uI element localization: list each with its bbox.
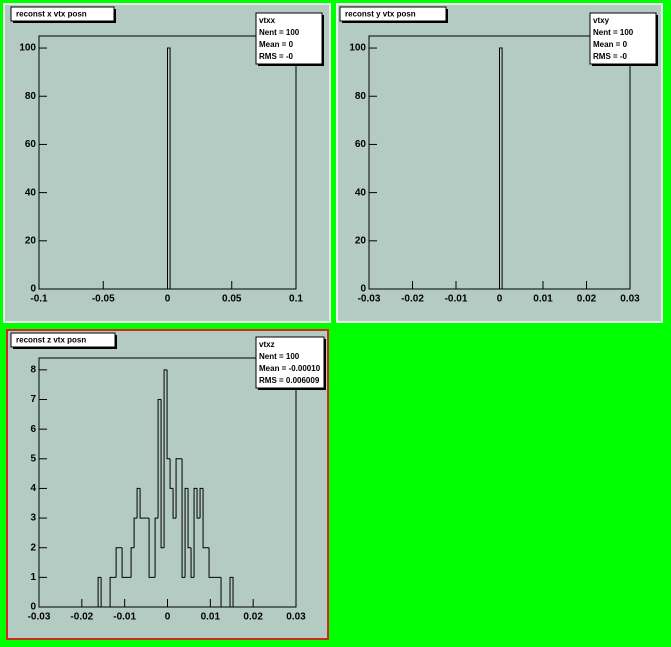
y-tick-label: 5	[30, 453, 36, 464]
y-tick-label: 80	[355, 91, 367, 102]
histogram-bin	[167, 47, 171, 289]
histogram-bin	[499, 47, 503, 289]
y-tick-label: 100	[349, 43, 366, 54]
histogram-bin	[157, 399, 162, 519]
y-tick-label: 1	[30, 572, 36, 583]
y-tick-label: 0	[360, 284, 366, 295]
histogram-bin	[208, 547, 213, 578]
histogram-bin	[220, 577, 225, 608]
x-tick-label: 0.02	[577, 294, 597, 305]
y-tick-label: 4	[30, 483, 36, 494]
x-tick-label: 0.01	[533, 294, 553, 305]
x-tick-label: 0.03	[620, 294, 640, 305]
histogram-bin	[139, 488, 144, 519]
x-tick-label: -0.1	[30, 294, 48, 305]
y-tick-label: 0	[30, 284, 36, 295]
histogram-bin	[163, 369, 168, 548]
y-tick-label: 80	[25, 91, 37, 102]
x-tick-label: 0.01	[201, 612, 221, 623]
title-box	[339, 6, 447, 22]
stats-line: vtxy	[593, 16, 610, 25]
histogram-bin	[172, 488, 177, 519]
y-tick-label: 7	[30, 394, 36, 405]
histogram-bin	[193, 487, 198, 578]
histogram-bin	[109, 576, 114, 607]
title-box	[10, 332, 116, 348]
histogram-bin	[202, 488, 207, 549]
y-tick-label: 3	[30, 513, 36, 524]
histogram-bin	[169, 458, 174, 489]
y-tick-label: 6	[30, 424, 36, 435]
stats-line: Nent = 100	[259, 28, 300, 37]
x-tick-label: -0.02	[70, 612, 93, 623]
chart-title: reconst y vtx posn	[345, 10, 416, 19]
x-tick-label: -0.03	[28, 612, 51, 623]
chart-title: reconst x vtx posn	[16, 10, 87, 19]
x-tick-label: 0.05	[222, 294, 242, 305]
histogram-bin	[190, 547, 195, 578]
histogram-bin	[133, 517, 138, 548]
histogram-bin	[136, 487, 141, 519]
y-tick-label: 0	[30, 602, 36, 613]
x-tick-label: -0.01	[445, 294, 468, 305]
histogram-bin	[166, 369, 171, 460]
x-tick-label: -0.01	[113, 612, 136, 623]
histogram-bin	[97, 576, 102, 607]
stats-line: RMS = -0	[259, 52, 294, 61]
histogram-bin	[187, 488, 192, 549]
stats-line: RMS = -0	[593, 52, 628, 61]
x-tick-label: 0	[165, 294, 171, 305]
y-tick-label: 60	[25, 139, 37, 150]
x-tick-label: 0.1	[289, 294, 303, 305]
stats-box	[255, 336, 325, 389]
stats-line: Mean = 0	[259, 40, 294, 49]
histogram-bin	[154, 517, 159, 578]
stats-box	[255, 12, 323, 65]
histogram-bin	[115, 547, 120, 578]
y-tick-label: 20	[25, 235, 37, 246]
y-tick-label: 60	[355, 139, 367, 150]
histogram-bin	[181, 458, 186, 578]
y-tick-label: 2	[30, 542, 36, 553]
y-tick-label: 100	[19, 43, 36, 54]
histogram-bin	[100, 577, 105, 608]
stats-box	[589, 12, 657, 65]
histogram-bin	[184, 487, 189, 578]
histogram-bin	[130, 547, 135, 578]
histogram-bin	[196, 488, 201, 519]
y-tick-label: 20	[355, 235, 367, 246]
x-tick-label: 0.03	[286, 612, 306, 623]
histogram-bin	[121, 547, 126, 578]
x-tick-label: -0.05	[92, 294, 115, 305]
histogram-bin	[175, 458, 180, 519]
histogram-bin	[160, 399, 165, 549]
stats-line: Nent = 100	[593, 28, 634, 37]
x-tick-label: 0.02	[243, 612, 263, 623]
stats-line: Nent = 100	[259, 352, 300, 361]
histogram-bin	[199, 487, 204, 519]
title-box	[10, 6, 115, 22]
x-tick-label: -0.03	[358, 294, 381, 305]
x-tick-label: -0.02	[401, 294, 424, 305]
stats-line: vtxz	[259, 340, 275, 349]
stats-line: vtxx	[259, 16, 276, 25]
histogram-bin	[148, 518, 153, 578]
y-tick-label: 8	[30, 364, 36, 375]
x-tick-label: 0	[497, 294, 503, 305]
stats-line: Mean = -0.00010	[259, 364, 321, 373]
chart-title: reconst z vtx posn	[16, 336, 86, 345]
stats-line: Mean = 0	[593, 40, 628, 49]
stats-line: RMS = 0.006009	[259, 376, 320, 385]
y-tick-label: 40	[25, 187, 37, 198]
y-tick-label: 40	[355, 187, 367, 198]
histogram-bin	[229, 576, 234, 607]
x-tick-label: 0	[165, 612, 171, 623]
